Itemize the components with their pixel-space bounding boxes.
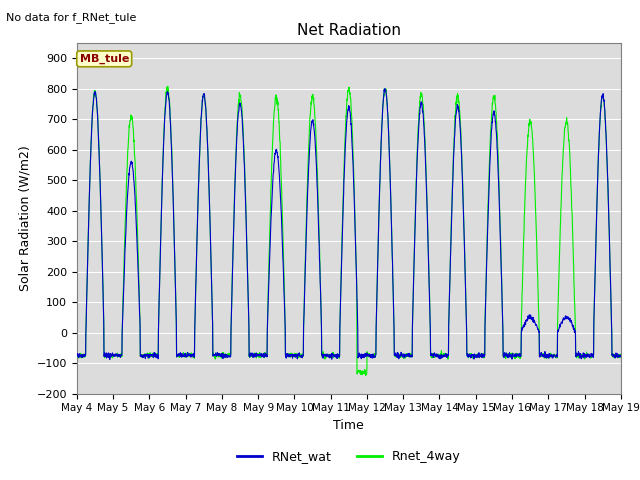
Title: Net Radiation: Net Radiation — [297, 23, 401, 38]
Y-axis label: Solar Radiation (W/m2): Solar Radiation (W/m2) — [18, 145, 31, 291]
X-axis label: Time: Time — [333, 419, 364, 432]
Text: No data for f_RNet_tule: No data for f_RNet_tule — [6, 12, 137, 23]
Legend: RNet_wat, Rnet_4way: RNet_wat, Rnet_4way — [232, 445, 466, 468]
Text: MB_tule: MB_tule — [79, 54, 129, 64]
